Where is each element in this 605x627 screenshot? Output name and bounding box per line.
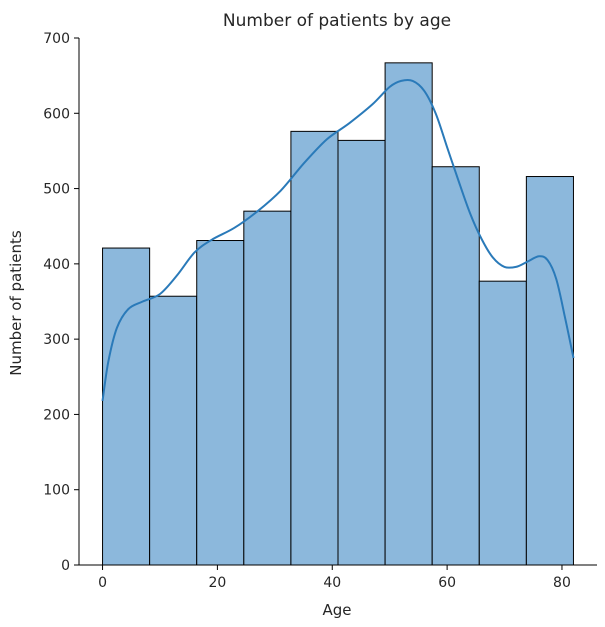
histogram-bar [478,280,527,566]
y-tick-label: 400 [43,257,70,273]
histogram-bar [337,139,386,566]
x-tick-label: 60 [438,575,456,591]
y-axis: 0 100 200 300 400 500 600 700 [43,31,80,574]
histogram-bar [525,176,574,566]
y-tick-label: 500 [43,182,70,198]
bars-group [102,62,574,566]
histogram-bar [149,295,198,566]
x-tick-label: 80 [553,575,571,591]
x-tick-label: 0 [98,575,107,591]
histogram-bar [102,247,151,566]
histogram-bar [290,130,339,566]
y-tick-label: 100 [43,483,70,499]
histogram-bar [431,166,480,566]
x-tick-label: 40 [323,575,341,591]
y-tick-label: 200 [43,407,70,423]
x-axis: 0 20 40 60 80 [79,564,597,591]
y-axis-label: Number of patients [7,230,25,376]
chart-title: Number of patients by age [223,11,451,31]
histogram-bar [243,210,292,566]
y-tick-label: 300 [43,332,70,348]
x-tick-label: 20 [208,575,226,591]
y-tick-label: 0 [61,558,70,574]
x-axis-label: Age [322,601,351,619]
histogram-bar [196,240,245,566]
histogram-bar [384,62,433,566]
y-tick-label: 700 [43,31,70,47]
kde-curve [101,78,575,402]
y-tick-label: 600 [43,106,70,122]
